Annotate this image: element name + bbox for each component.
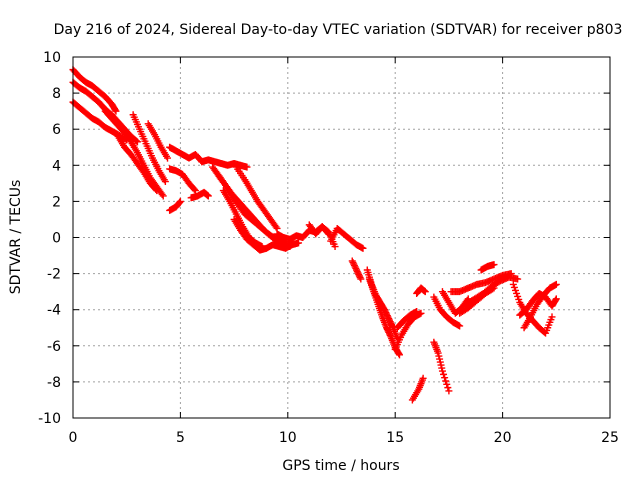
y-tick-label: -2 — [47, 267, 61, 283]
data-point — [442, 377, 450, 385]
data-point — [438, 367, 446, 375]
data-point — [417, 309, 425, 317]
grid — [73, 57, 610, 418]
data-point — [552, 296, 560, 304]
data-point — [272, 223, 280, 231]
data-points — [69, 66, 560, 404]
data-point — [191, 187, 199, 195]
data-point — [507, 270, 515, 278]
y-axis-label: SDTVAR / TECUs — [8, 180, 24, 295]
x-tick-label: 5 — [176, 430, 185, 446]
y-tick-label: -10 — [38, 411, 61, 427]
data-point — [421, 288, 429, 296]
data-point — [548, 313, 556, 321]
x-tick-label: 15 — [386, 430, 404, 446]
y-tick-label: -6 — [47, 339, 61, 355]
data-point — [176, 197, 184, 205]
data-point — [443, 380, 451, 388]
data-point — [395, 351, 403, 359]
data-point — [441, 374, 449, 382]
y-tick-label: 10 — [43, 50, 61, 66]
y-tick-label: 4 — [52, 158, 61, 174]
data-point — [456, 322, 464, 330]
plot-frame — [72, 56, 611, 419]
data-point — [331, 243, 339, 251]
data-point — [132, 137, 140, 145]
data-point — [176, 198, 184, 206]
data-point — [386, 331, 394, 339]
chart-title: Day 216 of 2024, Sidereal Day-to-day VTE… — [54, 22, 623, 38]
data-point — [552, 295, 560, 303]
data-point — [243, 163, 251, 171]
data-point — [164, 154, 172, 162]
x-tick-label: 20 — [494, 430, 512, 446]
data-point — [359, 244, 367, 252]
x-tick-label: 25 — [601, 430, 619, 446]
data-point — [356, 274, 364, 282]
data-point — [190, 185, 198, 193]
y-tick-label: 0 — [52, 231, 61, 247]
y-tick-label: 2 — [52, 194, 61, 210]
x-tick-label: 10 — [279, 430, 297, 446]
data-point — [112, 107, 120, 115]
data-point — [111, 106, 119, 114]
data-point — [552, 280, 560, 288]
data-point — [419, 374, 427, 382]
data-point — [159, 192, 167, 200]
x-axis-label: GPS time / hours — [282, 458, 399, 474]
data-point — [489, 285, 497, 293]
data-point — [161, 178, 169, 186]
data-point — [413, 308, 421, 316]
x-tick-label: 0 — [69, 430, 78, 446]
y-tick-label: -4 — [47, 303, 61, 319]
data-point — [295, 239, 303, 247]
data-point — [445, 387, 453, 395]
data-point — [395, 350, 403, 358]
data-point — [514, 275, 522, 283]
y-tick-label: 6 — [52, 122, 61, 138]
data-point — [204, 192, 212, 200]
y-tick-label: 8 — [52, 86, 61, 102]
data-point — [357, 275, 365, 283]
data-point — [444, 384, 452, 392]
y-tick-label: -8 — [47, 375, 61, 391]
data-point — [440, 370, 448, 378]
data-point — [490, 261, 498, 269]
data-point — [490, 284, 498, 292]
data-point — [158, 190, 166, 198]
data-point — [388, 322, 396, 330]
data-point — [133, 138, 141, 146]
